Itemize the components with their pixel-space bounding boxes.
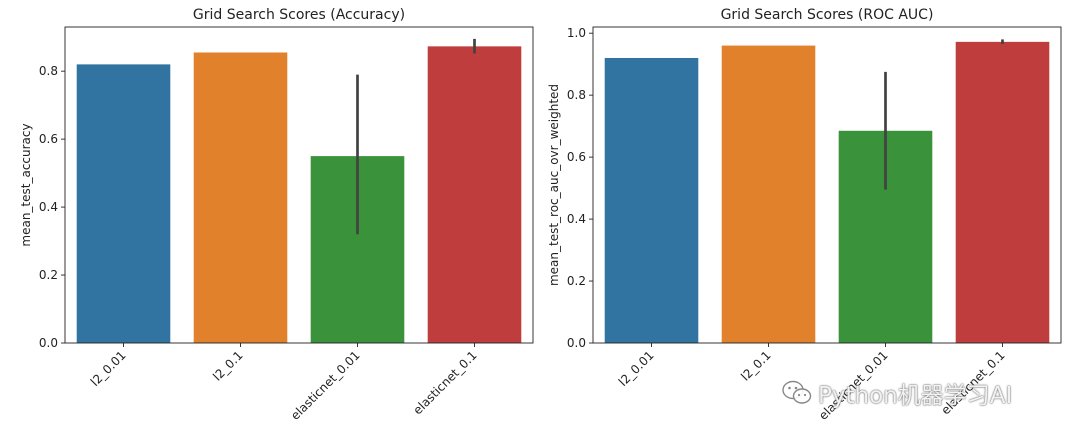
bar-l2_0.1 — [193, 52, 288, 343]
chart-title: Grid Search Scores (ROC AUC) — [721, 7, 934, 23]
y-tick-label: 0.8 — [39, 64, 58, 78]
x-tick-label: l2_0.01 — [88, 348, 129, 389]
x-tick-label: l2_0.1 — [738, 348, 773, 383]
y-axis-label: mean_test_roc_auc_ovr_weighted — [547, 84, 561, 286]
y-tick-label: 0.6 — [567, 150, 586, 164]
axes-frame — [592, 26, 1062, 344]
bar-l2_0.1 — [721, 45, 816, 344]
y-tick-label: 0.8 — [567, 88, 586, 102]
chart-title: Grid Search Scores (Accuracy) — [193, 7, 405, 23]
y-tick-label: 0.2 — [39, 268, 58, 282]
bar-l2_0.01 — [604, 57, 699, 343]
y-tick-label: 0.0 — [567, 336, 586, 350]
x-tick-label: elasticnet_0.01 — [288, 348, 363, 423]
y-tick-label: 0.4 — [567, 212, 586, 226]
bar-elasticnet_0.1 — [427, 46, 522, 344]
x-tick-label: l2_0.01 — [616, 348, 657, 389]
watermark: Python机器学习AI — [782, 376, 1012, 410]
bar-l2_0.01 — [76, 64, 171, 343]
bar-elasticnet_0.1 — [955, 41, 1050, 344]
y-tick-label: 0.6 — [39, 132, 58, 146]
watermark-text: Python机器学习AI — [818, 383, 1013, 409]
wechat-icon — [782, 380, 812, 404]
y-tick-label: 1.0 — [567, 26, 586, 40]
chart-2: 0.00.20.40.60.81.0l2_0.01 l2_0.1 elasticne… — [547, 7, 1062, 423]
y-tick-label: 0.2 — [567, 274, 586, 288]
x-tick-label: l2_0.1 — [210, 348, 245, 383]
y-axis-label: mean_test_accuracy — [19, 123, 33, 246]
axes-frame — [64, 26, 534, 344]
y-tick-label: 0.0 — [39, 336, 58, 350]
y-tick-label: 0.4 — [39, 200, 58, 214]
chart-1: 0.0 0.2 0.4 0.6 0.8 l2_0.01 l2_0.1 elasticnet_0… — [19, 7, 534, 423]
x-tick-label: elasticnet_0.1 — [411, 348, 480, 417]
